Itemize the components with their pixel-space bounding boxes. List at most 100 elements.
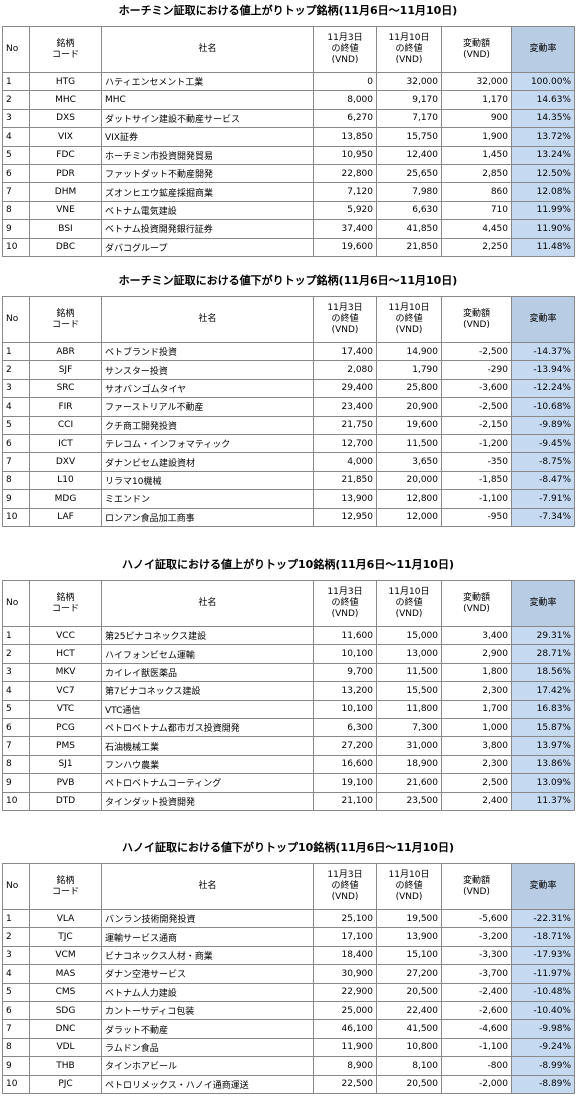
- table-cell: 13,000: [376, 644, 442, 664]
- column-header: 銘柄 コード: [29, 580, 102, 627]
- table-section: ホーチミン証取における値上がりトップ銘柄(11月6日～11月10日) No 銘柄 コー…: [2, 0, 575, 257]
- column-header: 銘柄 コード: [29, 26, 102, 73]
- header-line: (VND): [395, 609, 423, 619]
- table-cell: ロンアン食品加工商事: [101, 507, 314, 527]
- table-cell: 11.99%: [511, 200, 575, 221]
- data-table: No 銘柄 コード 社名 11月3日 の終値 (VND) 11月10日 の終値 (VND) 変動額(…: [2, 26, 575, 257]
- table-cell: 4,000: [313, 452, 377, 472]
- header-line: (VND): [463, 319, 490, 330]
- table-cell: -3,700: [441, 964, 512, 984]
- table-cell: 6: [2, 1000, 30, 1021]
- table-cell: ペトロリメックス・ハノイ通商運送: [101, 1074, 314, 1094]
- table-section: ハノイ証取における値下がりトップ10銘柄(11月6日～11月10日) No 銘柄 コー…: [2, 837, 575, 1094]
- table-cell: 3: [2, 378, 30, 399]
- table-cell: 46,100: [313, 1019, 377, 1039]
- table-cell: 3: [2, 662, 30, 683]
- header-line: No: [6, 598, 19, 608]
- table-cell: テレコム・インフォマティック: [101, 433, 314, 454]
- table-cell: 22,500: [313, 1074, 377, 1094]
- table-cell: ハティエンセメント工業: [101, 71, 314, 92]
- table-row: 8 SJ1 フンハウ農業 16,600 18,900 2,300 13.86%: [2, 754, 575, 775]
- table-cell: リラマ10機械: [101, 470, 314, 491]
- table-cell: 13,900: [376, 927, 442, 947]
- table-cell: -350: [441, 452, 512, 472]
- table-cell: -290: [441, 360, 512, 380]
- table-cell: 13.09%: [511, 773, 575, 793]
- column-header: 変動率: [511, 863, 575, 910]
- table-cell: -2,500: [441, 341, 512, 362]
- table-cell: 15.87%: [511, 717, 575, 738]
- table-cell: 710: [441, 200, 512, 221]
- table-cell: 21,850: [376, 237, 442, 257]
- table-cell: HCT: [29, 644, 102, 664]
- table-cell: DHM: [29, 182, 102, 202]
- table-cell: -9.24%: [511, 1037, 575, 1058]
- table-cell: 14,900: [376, 341, 442, 362]
- table-cell: 11.48%: [511, 237, 575, 257]
- table-cell: 20,000: [376, 470, 442, 491]
- table-cell: 21,750: [313, 415, 377, 435]
- table-cell: 17.42%: [511, 681, 575, 701]
- table-cell: 5: [2, 699, 30, 719]
- table-row: 2 MHC MHC 8,000 9,170 1,170 14.63%: [2, 90, 575, 110]
- table-cell: -4,600: [441, 1019, 512, 1039]
- column-header: 11月10日 の終値 (VND): [376, 26, 442, 73]
- table-cell: -13.94%: [511, 360, 575, 380]
- table-cell: PVB: [29, 773, 102, 793]
- table-cell: 860: [441, 182, 512, 202]
- table-cell: -2,150: [441, 415, 512, 435]
- table-row: 1 HTG ハティエンセメント工業 0 32,000 32,000 100.00%: [2, 71, 575, 92]
- header-line: 変動率: [529, 314, 557, 324]
- table-cell: 22,900: [313, 982, 377, 1002]
- table-cell: -7.34%: [511, 507, 575, 527]
- table-cell: -17.93%: [511, 945, 575, 966]
- table-cell: 4,450: [441, 219, 512, 239]
- table-cell: 6,270: [313, 108, 377, 129]
- table-row: 5 CCI クチ商工開発投資 21,750 19,600 -2,150 -9.89%: [2, 415, 575, 435]
- table-cell: 11,500: [376, 662, 442, 683]
- column-header: No: [2, 863, 30, 910]
- table-cell: 13.97%: [511, 736, 575, 756]
- table-cell: カントーサディコ包装: [101, 1000, 314, 1021]
- table-section: ホーチミン証取における値下がりトップ銘柄(11月6日～11月10日) No 銘柄 コー…: [2, 270, 575, 527]
- header-line: (VND): [463, 603, 490, 614]
- header-line: 銘柄: [56, 592, 75, 603]
- table-cell: 3,400: [441, 625, 512, 646]
- table-cell: 11,800: [376, 699, 442, 719]
- table-cell: 4: [2, 964, 30, 984]
- table-cell: -3,200: [441, 927, 512, 947]
- table-cell: 4: [2, 681, 30, 701]
- table-cell: -1,850: [441, 470, 512, 491]
- table-cell: 10,950: [313, 145, 377, 165]
- table-cell: 23,500: [376, 791, 442, 811]
- table-cell: CCI: [29, 415, 102, 435]
- table-cell: 18.56%: [511, 662, 575, 683]
- table-cell: DBC: [29, 237, 102, 257]
- table-title: ハノイ証取における値上がりトップ10銘柄(11月6日～11月10日): [122, 558, 454, 571]
- header-line: 変動率: [529, 598, 557, 608]
- table-cell: 13.86%: [511, 754, 575, 775]
- table-row: 5 FDC ホーチミン市投資開発貿易 10,950 12,400 1,450 13.24%: [2, 145, 575, 165]
- table-cell: 1,700: [441, 699, 512, 719]
- table-cell: -12.24%: [511, 378, 575, 399]
- header-row: No 銘柄 コード 社名 11月3日 の終値 (VND) 11月10日 の終値 (VND) 変動額(…: [2, 26, 575, 73]
- table-cell: VIX証券: [101, 127, 314, 147]
- table-cell: DXS: [29, 108, 102, 129]
- table-cell: -2,500: [441, 397, 512, 417]
- header-line: 変動率: [529, 44, 557, 54]
- table-cell: 8,100: [376, 1056, 442, 1076]
- table-cell: VLA: [29, 908, 102, 929]
- table-cell: 7,300: [376, 717, 442, 738]
- table-cell: SJ1: [29, 754, 102, 775]
- table-cell: 2,080: [313, 360, 377, 380]
- column-header: 11月10日 の終値 (VND): [376, 863, 442, 910]
- table-cell: 11,900: [313, 1037, 377, 1058]
- table-cell: MDG: [29, 489, 102, 509]
- table-cell: VCC: [29, 625, 102, 646]
- header-line: 変動額: [462, 875, 490, 886]
- table-cell: FDC: [29, 145, 102, 165]
- column-header: 11月3日 の終値 (VND): [313, 296, 377, 343]
- header-line: No: [6, 44, 19, 54]
- table-row: 7 DNC ダラット不動産 46,100 41,500 -4,600 -9.98%: [2, 1019, 575, 1039]
- header-line: 変動額: [462, 592, 490, 603]
